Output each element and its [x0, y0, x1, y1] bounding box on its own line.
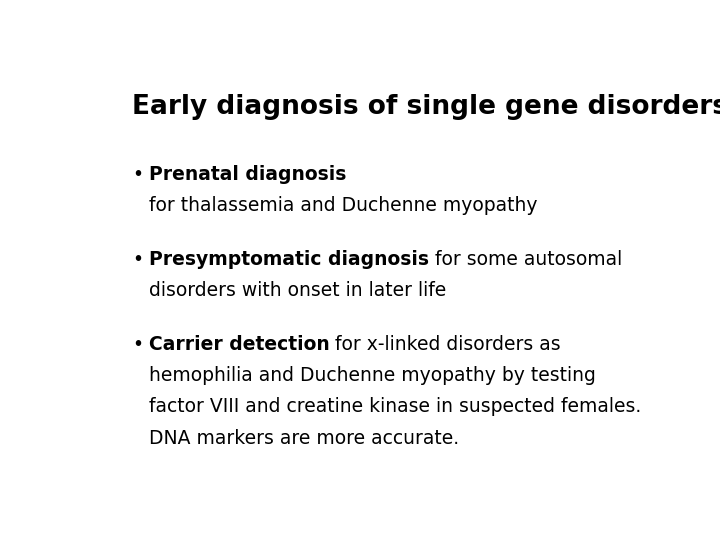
Text: DNA markers are more accurate.: DNA markers are more accurate. [148, 429, 459, 448]
Text: •: • [132, 165, 143, 184]
Text: factor VIII and creatine kinase in suspected females.: factor VIII and creatine kinase in suspe… [148, 397, 641, 416]
Text: disorders with onset in later life: disorders with onset in later life [148, 281, 446, 300]
Text: hemophilia and Duchenne myopathy by testing: hemophilia and Duchenne myopathy by test… [148, 366, 595, 385]
Text: •: • [132, 335, 143, 354]
Text: for x-linked disorders as: for x-linked disorders as [329, 335, 561, 354]
Text: for some autosomal: for some autosomal [428, 250, 622, 269]
Text: •: • [132, 250, 143, 269]
Text: Carrier detection: Carrier detection [148, 335, 329, 354]
Text: Prenatal diagnosis: Prenatal diagnosis [148, 165, 346, 184]
Text: Early diagnosis of single gene disorders: Early diagnosis of single gene disorders [132, 94, 720, 120]
Text: Presymptomatic diagnosis: Presymptomatic diagnosis [148, 250, 428, 269]
Text: for thalassemia and Duchenne myopathy: for thalassemia and Duchenne myopathy [148, 196, 537, 215]
